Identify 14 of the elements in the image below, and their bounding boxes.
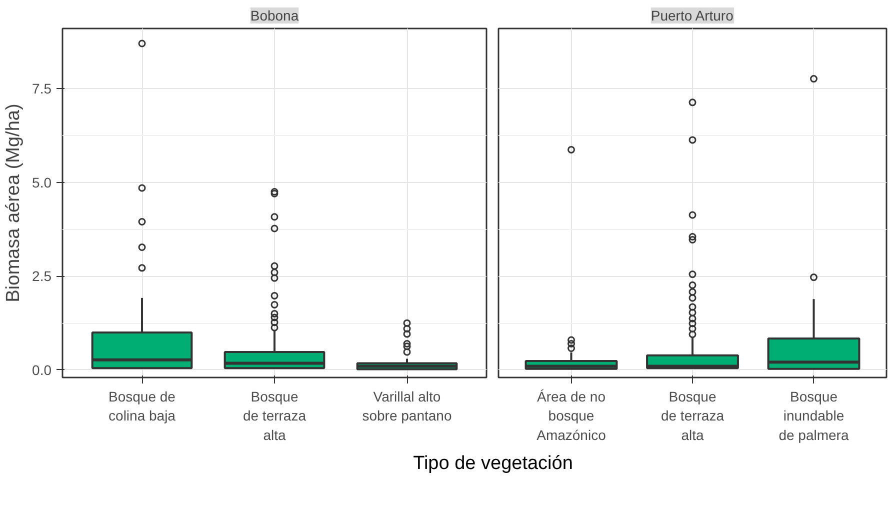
x-tick-label: Área de no bosque Amazónico: [536, 388, 606, 443]
y-tick-label: 2.5: [32, 268, 52, 284]
x-tick-label: Varillal alto sobre pantano: [362, 388, 452, 424]
y-tick-label: 0.0: [32, 362, 52, 378]
x-tick-label: Bosque de terraza alta: [660, 388, 724, 443]
chart-title: Bobona: [250, 8, 299, 24]
x-tick-label: Bosque de terraza alta: [242, 388, 306, 443]
y-tick-label: 5.0: [32, 174, 52, 190]
x-axis-title: Tipo de vegetación: [413, 452, 573, 476]
chart-title: Puerto Arturo: [650, 8, 734, 24]
x-tick-label: Bosque de colina baja: [108, 388, 176, 424]
x-tick-label: Bosque inundable de palmera: [778, 388, 849, 443]
y-axis-title: Biomasa aérea (Mg/ha): [3, 104, 24, 302]
y-tick-label: 7.5: [32, 80, 52, 97]
